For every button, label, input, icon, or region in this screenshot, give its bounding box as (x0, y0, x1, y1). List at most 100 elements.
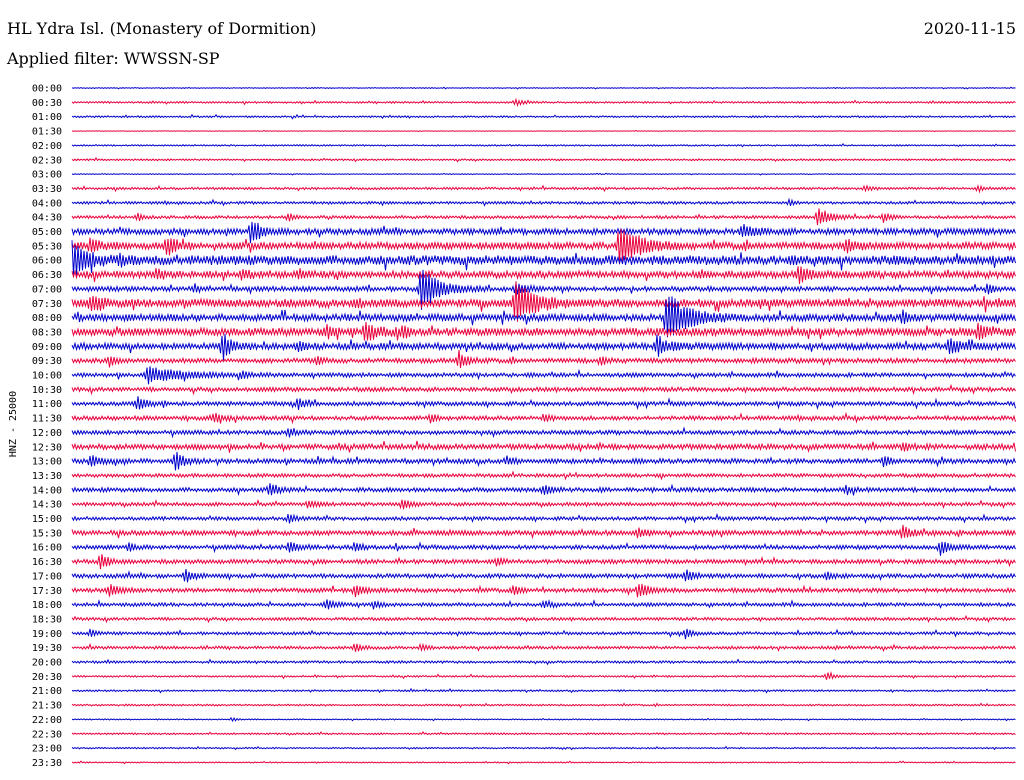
trace-line (71, 350, 1016, 369)
trace-line (71, 197, 1016, 207)
time-tick-label: 16:30 (32, 557, 62, 568)
trace-line (71, 440, 1016, 453)
time-tick-label: 20:00 (32, 658, 62, 669)
time-tick-label: 17:30 (32, 586, 62, 597)
trace-line (71, 470, 1016, 481)
time-tick-label: 21:30 (32, 701, 62, 712)
time-tick-label: 19:30 (32, 643, 62, 654)
trace-line (71, 628, 1016, 640)
time-tick-label: 10:00 (32, 371, 62, 382)
trace-line (71, 113, 1016, 120)
time-tick-label: 05:30 (32, 241, 62, 252)
trace-line (71, 156, 1016, 163)
time-tick-label: 06:00 (32, 256, 62, 267)
trace-line (71, 366, 1016, 385)
time-tick-label: 09:30 (32, 356, 62, 367)
trace-line (71, 745, 1016, 751)
trace-line (71, 642, 1016, 653)
trace-line (71, 240, 1016, 277)
trace-line (71, 702, 1016, 708)
time-tick-label: 16:00 (32, 543, 62, 554)
trace-line (71, 396, 1016, 411)
time-tick-label: 11:30 (32, 414, 62, 425)
time-tick-label: 12:30 (32, 442, 62, 453)
time-tick-label: 22:00 (32, 715, 62, 726)
trace-line (71, 716, 1016, 723)
time-tick-label: 04:00 (32, 198, 62, 209)
time-tick-label: 09:00 (32, 342, 62, 353)
trace-line (71, 687, 1016, 694)
time-tick-label: 18:30 (32, 614, 62, 625)
trace-line (71, 658, 1016, 666)
trace-line (71, 296, 1016, 338)
trace-line (71, 333, 1016, 361)
trace-line (71, 483, 1016, 497)
trace-line (71, 86, 1016, 90)
date-label: 2020-11-15 (923, 19, 1016, 38)
trace-line (71, 172, 1016, 176)
time-tick-label: 13:30 (32, 471, 62, 482)
filter-label: Applied filter: WWSSN-SP (7, 49, 220, 68)
trace-line (71, 97, 1016, 108)
trace-line (71, 498, 1016, 510)
time-tick-label: 07:30 (32, 299, 62, 310)
trace-line (71, 760, 1016, 765)
trace-line (71, 569, 1016, 583)
time-tick-label: 00:00 (32, 84, 62, 95)
trace-line (71, 512, 1016, 524)
time-tick-label: 10:30 (32, 385, 62, 396)
time-tick-label: 15:00 (32, 514, 62, 525)
station-title: HL Ydra Isl. (Monastery of Dormition) (7, 19, 317, 38)
time-tick-label: 20:30 (32, 672, 62, 683)
trace-line (71, 321, 1016, 341)
trace-line (71, 383, 1016, 396)
trace-line (71, 184, 1016, 194)
time-tick-label: 23:30 (32, 758, 62, 769)
time-tick-label: 06:30 (32, 270, 62, 281)
time-tick-label: 08:00 (32, 313, 62, 324)
trace-line (71, 451, 1016, 471)
trace-line (71, 599, 1016, 610)
time-tick-label: 01:00 (32, 112, 62, 123)
trace-line (71, 584, 1016, 598)
time-tick-label: 14:30 (32, 500, 62, 511)
trace-line (71, 208, 1016, 226)
trace-line (71, 142, 1016, 148)
time-tick-label: 02:30 (32, 155, 62, 166)
trace-line (71, 281, 1016, 322)
time-tick-label: 19:00 (32, 629, 62, 640)
time-tick-label: 14:00 (32, 485, 62, 496)
trace-line (71, 554, 1016, 570)
time-tick-label: 04:30 (32, 213, 62, 224)
time-tick-label: 08:30 (32, 327, 62, 338)
trace-line (71, 221, 1016, 244)
trace-line (71, 411, 1016, 425)
trace-line (71, 426, 1016, 439)
time-tick-label: 23:00 (32, 744, 62, 755)
time-tick-label: 22:30 (32, 729, 62, 740)
trace-line (71, 269, 1016, 310)
time-tick-label: 00:30 (32, 98, 62, 109)
trace-line (71, 266, 1016, 284)
time-tick-label: 21:00 (32, 686, 62, 697)
trace-line (71, 541, 1016, 556)
time-tick-label: 17:00 (32, 571, 62, 582)
time-tick-label: 02:00 (32, 141, 62, 152)
trace-line (71, 614, 1016, 624)
time-tick-label: 15:30 (32, 528, 62, 539)
trace-line (71, 129, 1016, 133)
time-tick-label: 07:00 (32, 284, 62, 295)
time-tick-label: 05:00 (32, 227, 62, 238)
time-tick-label: 03:30 (32, 184, 62, 195)
trace-line (71, 228, 1016, 265)
time-tick-label: 13:00 (32, 457, 62, 468)
trace-line (71, 670, 1016, 680)
time-tick-label: 12:00 (32, 428, 62, 439)
time-tick-label: 03:00 (32, 170, 62, 181)
time-tick-label: 11:00 (32, 399, 62, 410)
trace-line (71, 731, 1016, 736)
time-tick-label: 18:00 (32, 600, 62, 611)
trace-line (71, 524, 1016, 540)
time-tick-label: 01:30 (32, 127, 62, 138)
